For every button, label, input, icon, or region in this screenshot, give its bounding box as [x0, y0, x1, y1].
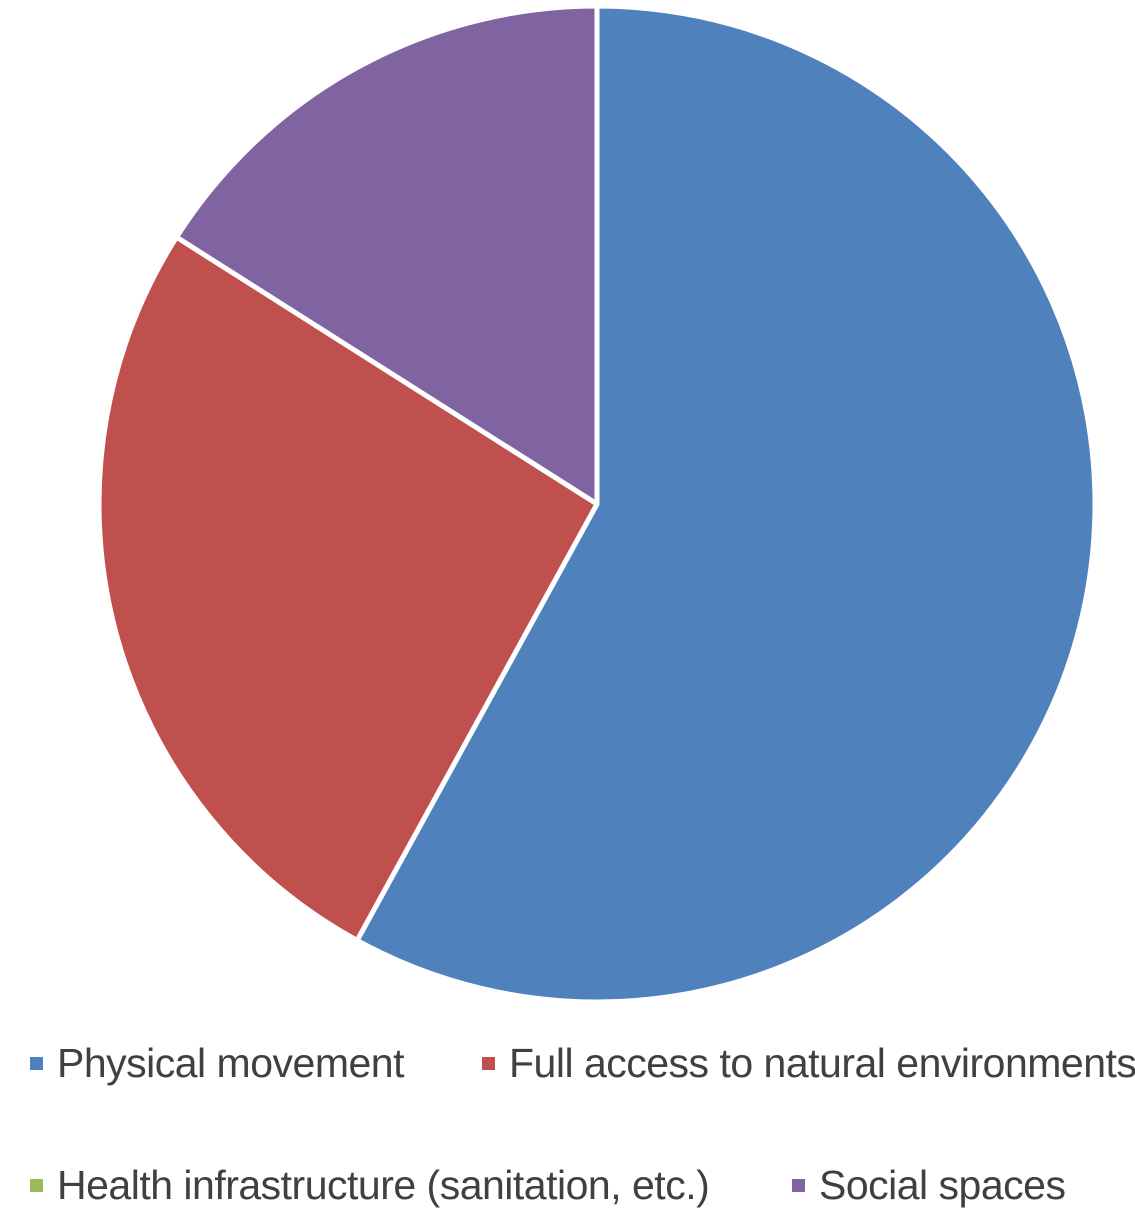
legend-item-social-spaces: Social spaces: [792, 1162, 1066, 1209]
legend-item-natural-environments: Full access to natural environments: [482, 1040, 1135, 1087]
legend-label-health-infrastructure: Health infrastructure (sanitation, etc.): [57, 1162, 710, 1208]
legend-swatch-physical-movement: [30, 1057, 43, 1070]
legend-label-social-spaces: Social spaces: [819, 1162, 1066, 1208]
legend-label-natural-environments: Full access to natural environments: [509, 1040, 1135, 1086]
pie-chart: [96, 3, 1098, 1005]
pie-slice-physical-movement: [354, 3, 1098, 1005]
legend-swatch-health-infrastructure: [30, 1179, 43, 1192]
legend: Physical movement Full access to natural…: [0, 1040, 1135, 1226]
legend-swatch-natural-environments: [482, 1057, 495, 1070]
pie-slice-natural-environments: [96, 234, 600, 943]
legend-swatch-social-spaces: [792, 1179, 805, 1192]
legend-label-physical-movement: Physical movement: [57, 1040, 404, 1086]
legend-item-physical-movement: Physical movement: [30, 1040, 404, 1087]
pie-slice-social-spaces: [174, 3, 600, 507]
legend-item-health-infrastructure: Health infrastructure (sanitation, etc.): [30, 1162, 710, 1209]
